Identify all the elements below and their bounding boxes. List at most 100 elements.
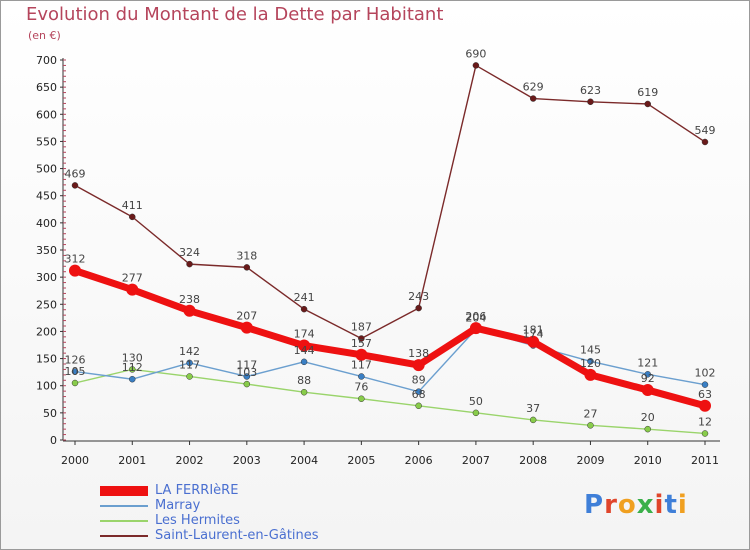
legend-item: LA FERRIèRE	[100, 483, 400, 499]
data-label: 243	[408, 290, 429, 303]
data-point	[699, 399, 711, 412]
legend-label: Saint-Laurent-en-Gâtines	[155, 528, 319, 543]
y-tick-label: 150	[36, 353, 57, 366]
data-point	[300, 358, 308, 366]
data-point	[186, 260, 193, 268]
data-label: 174	[523, 328, 544, 341]
data-point	[129, 375, 136, 383]
data-label: 629	[523, 81, 544, 94]
data-point	[243, 264, 251, 271]
data-label: 690	[465, 47, 486, 60]
data-point	[183, 304, 196, 317]
data-label: 92	[641, 372, 655, 385]
data-point	[701, 430, 709, 437]
data-point	[641, 384, 654, 397]
data-label: 20	[641, 411, 655, 424]
data-point	[472, 409, 480, 417]
data-label: 277	[122, 272, 143, 285]
y-tick-label: 550	[36, 135, 57, 148]
data-point	[527, 335, 540, 348]
data-label: 112	[122, 361, 143, 374]
data-point	[71, 379, 79, 387]
x-tick-label: 2000	[61, 454, 89, 467]
data-label: 76	[354, 381, 368, 394]
data-label: 312	[65, 253, 86, 266]
series-line	[74, 368, 706, 435]
x-tick-label: 2004	[290, 454, 318, 467]
data-point	[300, 388, 308, 396]
data-point	[701, 381, 709, 388]
data-label: 117	[236, 358, 257, 371]
y-tick-label: 450	[36, 190, 57, 203]
chart-title: Evolution du Montant de la Dette par Hab…	[26, 4, 444, 25]
y-tick-label: 100	[36, 380, 57, 393]
data-label: 187	[351, 320, 372, 333]
y-tick-label: 300	[36, 271, 57, 284]
legend-label: LA FERRIèRE	[155, 483, 239, 498]
data-label: 144	[294, 344, 315, 357]
data-label: 103	[236, 366, 257, 379]
data-label: 238	[179, 293, 200, 306]
y-tick-label: 400	[36, 217, 57, 230]
data-label: 157	[351, 337, 372, 350]
data-point	[644, 425, 651, 433]
data-label: 121	[637, 356, 658, 369]
x-tick-label: 2001	[118, 454, 146, 467]
series-line	[71, 267, 709, 410]
data-label: 619	[637, 86, 658, 99]
data-point	[412, 359, 425, 372]
data-point	[644, 100, 651, 108]
data-point	[358, 373, 365, 380]
data-point	[129, 213, 136, 221]
data-label: 145	[580, 343, 601, 356]
data-label: 37	[526, 402, 540, 415]
y-tick-label: 0	[50, 434, 57, 447]
data-point	[71, 182, 79, 189]
data-label: 318	[236, 249, 257, 262]
data-label: 411	[122, 199, 143, 212]
data-point	[71, 368, 79, 375]
data-label: 102	[695, 367, 716, 380]
x-tick-label: 2006	[405, 454, 433, 467]
data-point	[355, 348, 368, 361]
y-tick-label: 200	[36, 325, 57, 338]
logo-letter: P	[584, 490, 605, 520]
data-point	[69, 264, 81, 277]
y-tick-label: 700	[36, 54, 57, 67]
x-tick-label: 2011	[691, 454, 719, 467]
data-point	[529, 95, 537, 102]
data-point	[701, 138, 709, 146]
logo-letter: o	[617, 490, 637, 520]
data-label: 130	[122, 351, 143, 364]
line-chart: 0501001502002503003504004505005506006507…	[36, 47, 720, 467]
y-tick-label: 50	[43, 407, 57, 420]
data-label: 117	[351, 358, 372, 371]
legend-swatch	[100, 505, 148, 507]
legend-item: Saint-Laurent-en-Gâtines	[100, 528, 400, 544]
data-label: 138	[408, 347, 429, 360]
data-point	[587, 358, 594, 365]
x-tick-label: 2005	[347, 454, 375, 467]
legend-item: Les Hermites	[100, 513, 400, 529]
data-label: 105	[65, 365, 86, 378]
series-line	[74, 328, 706, 393]
data-point	[300, 305, 308, 313]
data-point	[587, 98, 594, 106]
x-tick-label: 2009	[576, 454, 604, 467]
logo-letter: i	[677, 490, 688, 520]
x-tick-label: 2010	[634, 454, 662, 467]
data-label: 63	[698, 388, 712, 401]
data-label: 88	[297, 374, 311, 387]
data-label: 89	[412, 374, 426, 387]
logo-letter: r	[604, 490, 618, 520]
legend-label: Les Hermites	[155, 513, 240, 528]
legend-swatch	[100, 486, 148, 496]
data-point	[587, 422, 594, 429]
data-point	[415, 388, 422, 395]
data-label: 142	[179, 345, 200, 358]
series-lines	[69, 62, 711, 437]
data-label: 174	[294, 328, 315, 341]
data-point	[186, 359, 193, 367]
data-label: 324	[179, 246, 200, 259]
data-point	[469, 322, 482, 335]
